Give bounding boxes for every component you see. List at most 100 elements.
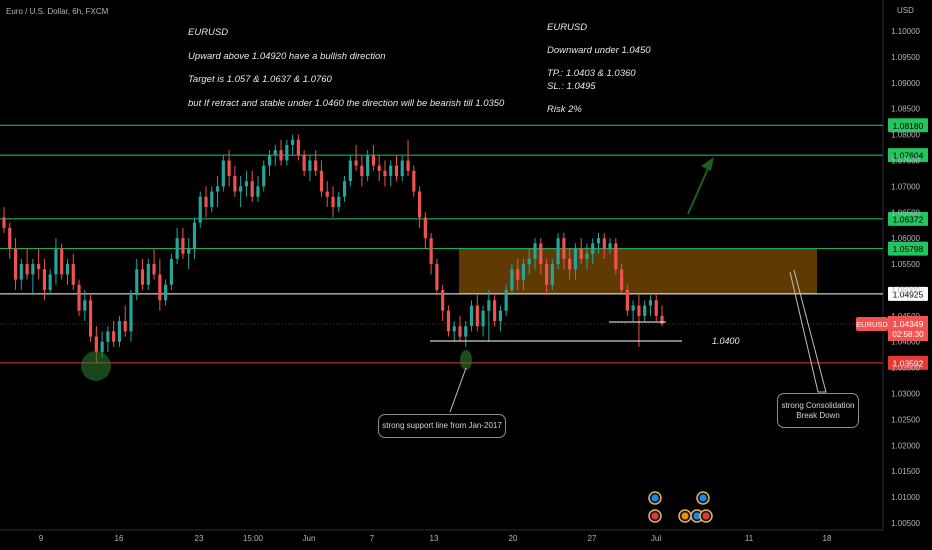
currency-label: USD [897, 6, 914, 15]
candle-body-60 [348, 160, 352, 182]
candle-54 [314, 150, 318, 177]
candle-79 [458, 315, 462, 342]
candle-body-30 [175, 238, 179, 259]
current-symbol-tag [856, 317, 888, 331]
candle-body-77 [446, 310, 451, 332]
candle-38 [221, 155, 225, 192]
x-tick-11: 18 [823, 534, 832, 543]
candle-body-65 [377, 165, 381, 171]
candle-body-20 [117, 321, 122, 342]
candle-body-71 [412, 170, 416, 192]
candle-body-18 [106, 331, 110, 342]
x-tick-9: Jul [651, 534, 661, 543]
support-highlight-circle-left[interactable] [81, 351, 111, 381]
candle-65 [377, 155, 381, 182]
candle-101 [585, 243, 589, 270]
candle-body-70 [406, 160, 410, 171]
candle-body-63 [366, 155, 370, 177]
candle-body-96 [556, 238, 560, 265]
candle-56 [325, 181, 329, 208]
candle-body-67 [389, 165, 393, 177]
candle-body-53 [308, 160, 312, 171]
right-note-line1: Downward under 1.0450 [547, 45, 651, 56]
candle-body-2 [13, 248, 18, 280]
candle-105 [608, 238, 612, 254]
candle-body-4 [25, 264, 29, 275]
candle-body-17 [100, 341, 104, 353]
bullish-arrow-shaft[interactable] [687, 163, 711, 215]
candle-body-51 [296, 139, 300, 156]
candle-40 [233, 165, 237, 197]
level-label-1-0400: 1.0400 [712, 336, 740, 346]
candle-71 [412, 165, 416, 197]
right-note-line2: TP.: 1.0403 & 1.0360 [547, 68, 636, 79]
candle-body-61 [354, 160, 358, 166]
candle-91 [527, 248, 531, 275]
candle-85 [493, 295, 497, 327]
candle-body-35 [204, 196, 208, 208]
candle-13 [77, 279, 81, 316]
current-symbol-label: EURUSD [856, 320, 888, 329]
candle-89 [516, 258, 520, 290]
candle-99 [573, 243, 578, 280]
event-marker-dot-1 [651, 512, 659, 520]
candle-9 [54, 238, 58, 285]
candle-body-28 [164, 284, 168, 301]
candle-body-41 [239, 186, 243, 192]
candle-96 [556, 232, 560, 270]
candle-110 [637, 295, 641, 347]
candle-body-48 [279, 150, 283, 161]
candle-body-47 [273, 150, 277, 156]
candle-28 [164, 279, 168, 306]
candle-body-113 [654, 300, 658, 316]
level-price-label-1: 1.07604 [893, 151, 924, 161]
candle-30 [175, 227, 179, 265]
candle-body-42 [244, 181, 249, 187]
candle-98 [568, 248, 572, 280]
candle-body-37 [215, 186, 220, 192]
candle-body-25 [146, 264, 150, 285]
support-callout-text: strong support line from Jan-2017 [382, 421, 502, 430]
support-callout[interactable]: strong support line from Jan-2017 [378, 414, 506, 438]
candle-body-36 [210, 191, 214, 208]
y-tick-3: 1.08500 [891, 105, 920, 114]
support-highlight-circle-right[interactable] [460, 350, 472, 370]
y-tick-4: 1.08000 [891, 131, 920, 140]
candle-body-86 [498, 310, 502, 322]
candle-111 [643, 300, 647, 322]
candle-45 [262, 160, 266, 192]
candle-body-43 [250, 181, 254, 197]
candle-15 [88, 295, 93, 342]
candle-107 [620, 264, 624, 296]
candle-114 [660, 305, 664, 327]
candle-body-111 [643, 305, 647, 316]
candle-body-5 [31, 264, 35, 275]
candle-52 [302, 150, 306, 177]
candle-body-103 [596, 238, 601, 244]
candle-body-26 [152, 264, 156, 275]
current-price-label: 1.04349 [893, 319, 924, 329]
candle-58 [337, 191, 341, 213]
candle-63 [366, 150, 370, 182]
candle-7 [42, 258, 46, 301]
candle-35 [204, 186, 208, 218]
event-marker-dot-3 [681, 512, 689, 520]
candle-10 [60, 243, 64, 280]
candle-61 [354, 144, 358, 171]
candle-100 [579, 238, 583, 265]
candle-body-9 [54, 248, 58, 275]
candle-body-33 [192, 222, 197, 249]
y-tick-6: 1.07000 [891, 182, 920, 191]
candle-77 [446, 305, 451, 337]
candle-22 [129, 289, 133, 342]
left-note-line2: Target is 1.057 & 1.0637 & 1.0760 [188, 74, 332, 85]
consolidation-callout[interactable]: strong Consolidation Break Down [777, 393, 859, 428]
y-tick-5: 1.07500 [891, 156, 920, 165]
candle-26 [152, 248, 156, 280]
candle-44 [256, 176, 260, 202]
candle-body-22 [129, 295, 133, 332]
candle-body-10 [60, 248, 64, 275]
candle-body-49 [285, 144, 289, 161]
candle-1 [8, 222, 12, 259]
